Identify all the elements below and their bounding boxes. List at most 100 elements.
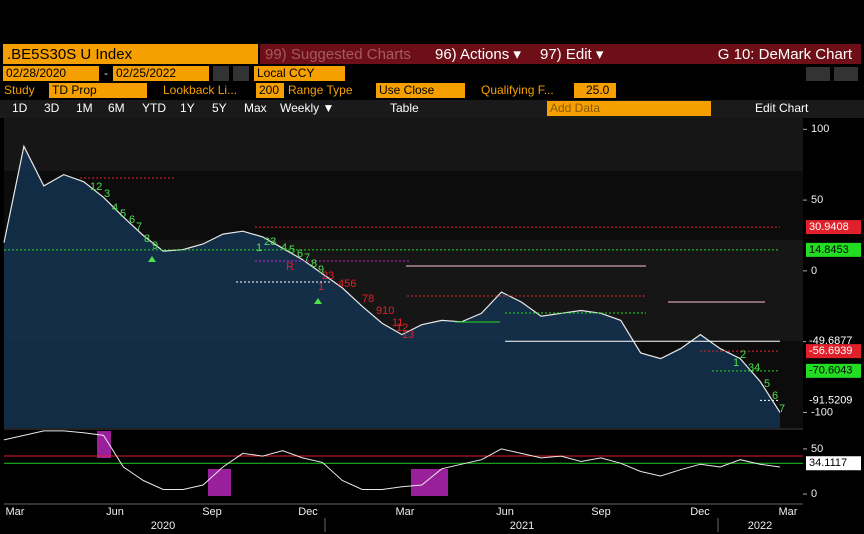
year-label: 2022 (748, 520, 772, 532)
count-label: 4 (281, 242, 287, 254)
year-label: 2020 (151, 520, 175, 532)
level-label: -56.6939 (809, 345, 852, 357)
year-label: 2021 (510, 520, 534, 532)
level-label: -49.6877 (809, 335, 852, 347)
count-label: 23 (264, 236, 276, 248)
count-label: 7 (136, 221, 142, 233)
level-tag (806, 344, 861, 359)
range: Use Close (379, 83, 435, 97)
function-title: G 10: DeMark Chart (718, 46, 853, 63)
count-label: 12 (90, 181, 102, 193)
edit[interactable]: 97) Edit ▾ (540, 46, 604, 63)
y-tick-label: 0 (811, 265, 817, 277)
price-area (4, 146, 780, 429)
start-date: 02/28/2020 (6, 66, 66, 80)
count-label: 12 (396, 322, 408, 334)
level-label: 30.9408 (809, 221, 849, 233)
count-label: 23 (322, 270, 334, 282)
x-tick-label: Mar (6, 506, 25, 518)
count-label: 13 (402, 329, 414, 341)
count-label: 7 (779, 403, 785, 415)
x-tick-label: Jun (496, 506, 514, 518)
signal-arrow (148, 256, 156, 262)
count-label: 4 (112, 202, 118, 214)
study-box[interactable] (49, 83, 147, 98)
prev-button[interactable] (213, 66, 229, 81)
period-button[interactable]: 1D (12, 101, 28, 115)
y-tick-label: -100 (811, 406, 833, 418)
last-label: 34.1117 (809, 457, 847, 469)
count-label: 5 (289, 244, 295, 256)
level-label: -70.6043 (809, 365, 852, 377)
x-tick-label: Mar (779, 506, 798, 518)
level-tag (806, 220, 861, 235)
count-label: 9 (152, 240, 158, 252)
y-tick-label: 100 (811, 123, 829, 135)
level-label: 14.8453 (809, 244, 849, 256)
signal-box (97, 431, 111, 458)
count-label: R (286, 261, 294, 273)
end-date: 02/25/2022 (116, 66, 176, 80)
end-date-box[interactable] (113, 66, 209, 81)
range-box[interactable] (376, 83, 465, 98)
count-label: 11 (392, 317, 403, 329)
study-name: TD Prop (52, 83, 97, 97)
count-label: 1 (256, 242, 262, 254)
level-tag (806, 242, 861, 257)
signal-box (208, 469, 231, 496)
add-data-box[interactable] (547, 101, 711, 116)
count-label: 8 (311, 258, 317, 270)
currency: Local CCY (257, 66, 314, 80)
period-button[interactable]: 1M (76, 101, 93, 115)
period-button[interactable]: Max (244, 101, 267, 115)
currency-box[interactable] (254, 66, 345, 81)
lookback-box[interactable] (256, 83, 284, 98)
count-label: 5 (764, 378, 770, 390)
count-label: 9 (318, 264, 324, 276)
period-button[interactable]: 5Y (212, 101, 227, 115)
qual-box[interactable] (574, 83, 616, 98)
x-tick-label: Sep (591, 506, 611, 518)
undo-button[interactable] (806, 67, 830, 81)
x-tick-label: Dec (298, 506, 318, 518)
period-button[interactable]: 1Y (180, 101, 195, 115)
count-label: 34 (748, 362, 760, 374)
y-tick-label: 0 (811, 488, 817, 500)
add-data: Add Data (550, 101, 600, 115)
toolbar (0, 100, 864, 118)
zoom-button[interactable] (834, 67, 858, 81)
suggested-charts[interactable]: 99) Suggested Charts (265, 46, 411, 63)
count-label: 6 (297, 248, 303, 260)
ticker-box[interactable] (3, 44, 258, 64)
count-label: 8 (144, 233, 150, 245)
x-tick-label: Sep (202, 506, 222, 518)
count-label: 456 (338, 278, 356, 290)
y-tick-label: 50 (811, 194, 823, 206)
lookback: 200 (259, 83, 279, 97)
study-label: Study (4, 83, 35, 97)
period-button[interactable]: 6M (108, 101, 125, 115)
period-button[interactable]: 3D (44, 101, 60, 115)
menu-bar (260, 44, 861, 64)
y-tick-label: 50 (811, 443, 823, 455)
count-label: 910 (376, 305, 394, 317)
period-button[interactable]: YTD (142, 101, 166, 115)
count-label: 7 (304, 252, 310, 264)
count-label: 5 (120, 208, 126, 220)
signal-box (411, 469, 448, 496)
x-tick-label: Dec (690, 506, 710, 518)
signal-arrow (314, 298, 322, 304)
start-date-box[interactable] (3, 66, 99, 81)
count-label: 6 (772, 390, 778, 402)
table-button[interactable]: Table (390, 101, 419, 115)
x-tick-label: Mar (396, 506, 415, 518)
count-label: 1 (318, 281, 324, 293)
frequency[interactable]: Weekly ▼ (280, 101, 334, 115)
count-label: 2 (740, 349, 746, 361)
last-tag (806, 456, 861, 471)
ticker: .BE5S30S U Index (7, 46, 133, 63)
edit-chart[interactable]: Edit Chart (755, 101, 809, 115)
actions[interactable]: 96) Actions ▾ (435, 46, 521, 63)
count-label: 1 (733, 357, 739, 369)
next-button[interactable] (233, 66, 249, 81)
